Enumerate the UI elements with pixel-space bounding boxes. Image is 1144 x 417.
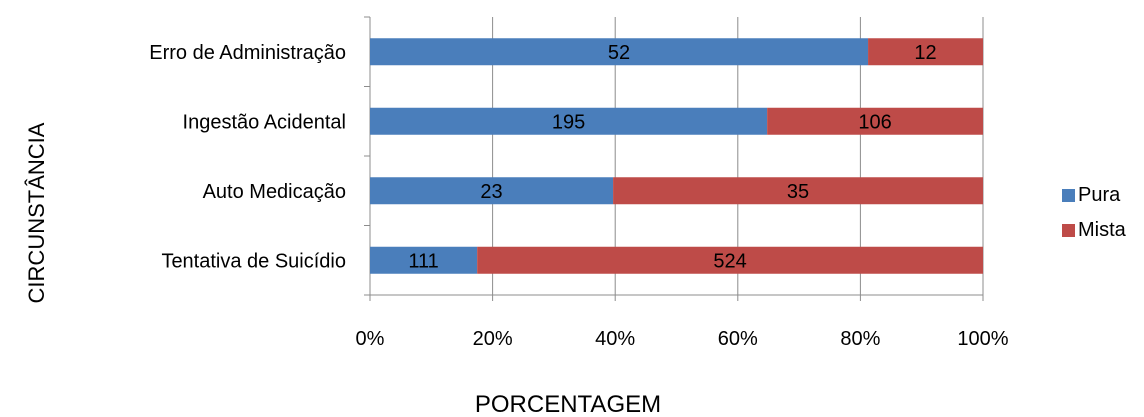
y-axis-title: CIRCUNSTÂNCIA [24, 122, 49, 303]
category-label: Auto Medicação [203, 181, 346, 203]
data-label: 23 [480, 181, 502, 203]
legend-swatch-mista [1062, 224, 1075, 237]
data-label: 52 [608, 42, 630, 64]
data-label: 106 [858, 111, 891, 133]
x-tick-label: 80% [840, 328, 880, 350]
legend: Pura Mista [1062, 184, 1127, 241]
legend-swatch-pura [1062, 189, 1075, 202]
data-label: 524 [713, 250, 746, 272]
labels: 0% 20% 40% 60% 80% 100% Erro de Administração 5… [149, 42, 1009, 350]
legend-label: Pura [1078, 184, 1121, 206]
data-label: 111 [408, 250, 438, 272]
category-label: Tentativa de Suicídio [161, 250, 346, 272]
bar-pura [370, 177, 614, 205]
bar-pura [370, 38, 869, 66]
bar-pura [370, 107, 768, 135]
x-tick-label: 0% [356, 328, 385, 350]
x-tick-label: 40% [595, 328, 635, 350]
bar-mista [613, 177, 983, 205]
bar-mista [767, 107, 983, 135]
data-label: 35 [787, 181, 809, 203]
data-label: 195 [552, 111, 585, 133]
category-label: Erro de Administração [149, 42, 346, 64]
bar-mista [868, 38, 983, 66]
bars [370, 38, 983, 274]
legend-label: Mista [1078, 219, 1127, 241]
category-label: Ingestão Acidental [183, 111, 346, 133]
x-axis-title: PORCENTAGEM [475, 391, 661, 417]
x-tick-label: 20% [473, 328, 513, 350]
data-label: 12 [914, 42, 936, 64]
bar-mista [477, 246, 983, 274]
x-tick-label: 100% [957, 328, 1008, 350]
bar-pura [370, 246, 478, 274]
x-tick-label: 60% [718, 328, 758, 350]
